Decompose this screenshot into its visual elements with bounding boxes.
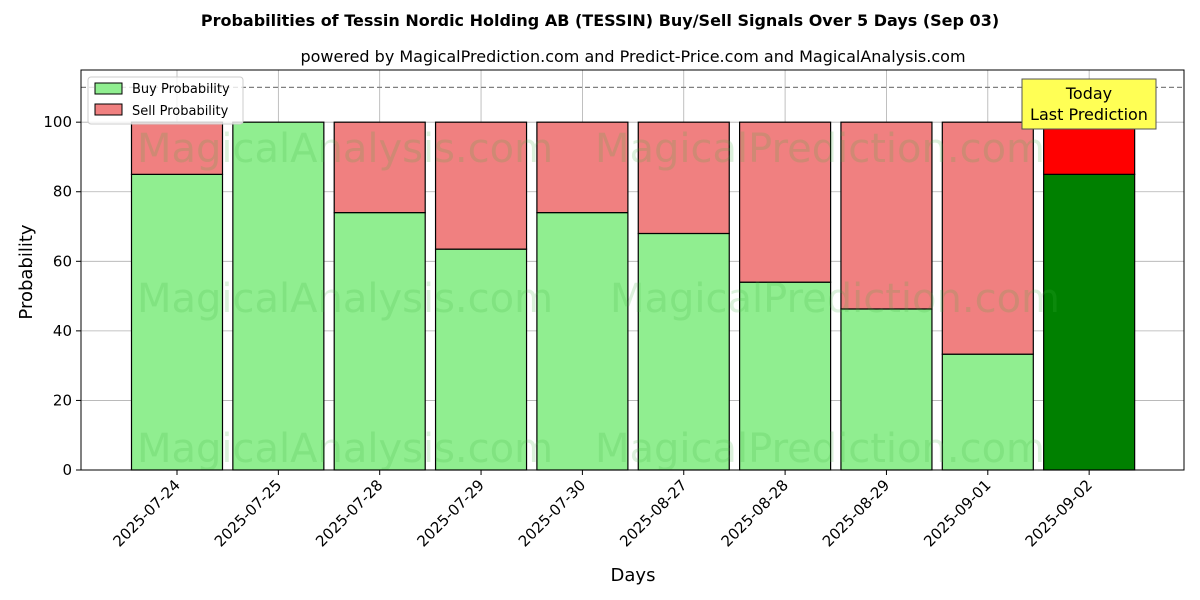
watermark: MagicalPrediction.com <box>595 126 1045 172</box>
buy-bar <box>1043 173 1136 471</box>
x-tick-label: 2025-07-30 <box>515 476 589 550</box>
annotation-today: Today <box>1065 84 1112 103</box>
sell-bar <box>738 121 832 283</box>
x-tick-label: 2025-07-24 <box>109 476 183 550</box>
annotation-background <box>1021 78 1157 130</box>
watermark: MagicalPrediction.com <box>610 276 1060 322</box>
sell-bar <box>130 121 224 175</box>
legend-frame <box>87 76 244 125</box>
y-axis-label: Probability <box>16 224 37 319</box>
bars <box>130 121 1136 471</box>
x-tick-label: 2025-07-29 <box>413 476 487 550</box>
buy-bar <box>941 353 1034 471</box>
chart-subtitle: powered by MagicalPrediction.com and Pre… <box>300 47 965 66</box>
sell-bar <box>536 121 629 214</box>
sell-bar <box>434 121 528 250</box>
sell-bar <box>941 121 1034 355</box>
watermark: MagicalPrediction.com <box>595 426 1045 472</box>
annotation-box: Today Last Prediction <box>1021 78 1157 130</box>
watermark: MagicalAnalysis.com <box>137 126 553 172</box>
buy-bar <box>637 232 730 471</box>
chart-title: Probabilities of Tessin Nordic Holding A… <box>201 11 999 30</box>
legend-sell-swatch <box>94 103 123 116</box>
legend-buy-label: Buy Probability <box>132 82 230 97</box>
x-tick-label: 2025-09-02 <box>1022 476 1096 550</box>
plot-frame <box>80 69 1185 471</box>
buy-bar <box>130 173 224 471</box>
x-axis-label: Days <box>611 565 656 586</box>
watermark: MagicalAnalysis.com <box>137 426 553 472</box>
legend-sell-label: Sell Probability <box>132 104 229 119</box>
buy-bar <box>840 308 933 471</box>
sell-bar <box>637 121 730 235</box>
buy-bar <box>738 281 832 471</box>
legend: Buy Probability Sell Probability <box>87 76 244 125</box>
legend-buy-swatch <box>94 82 123 95</box>
sell-bar <box>1043 121 1136 175</box>
sell-bar <box>333 121 426 214</box>
buy-bar <box>333 212 426 471</box>
x-tick-label: 2025-09-01 <box>920 476 994 550</box>
x-tick-label: 2025-07-28 <box>312 476 386 550</box>
x-tick-label: 2025-07-25 <box>211 476 285 550</box>
watermark-layer: MagicalAnalysis.com MagicalPrediction.co… <box>137 126 1060 472</box>
watermark: MagicalAnalysis.com <box>137 276 553 322</box>
annotation-last-prediction: Last Prediction <box>1030 105 1148 124</box>
y-tick-label: 60 <box>53 252 72 270</box>
y-tick-label: 100 <box>43 113 72 131</box>
x-tick-label: 2025-08-28 <box>718 476 792 550</box>
sell-bar <box>840 121 933 310</box>
y-tick-label: 80 <box>53 183 72 201</box>
buy-bar <box>434 248 528 471</box>
x-tick-label: 2025-08-29 <box>819 476 893 550</box>
y-tick-label: 0 <box>62 461 72 479</box>
y-tick-label: 40 <box>53 322 72 340</box>
x-tick-label: 2025-08-27 <box>616 476 690 550</box>
y-tick-label: 20 <box>53 391 72 409</box>
